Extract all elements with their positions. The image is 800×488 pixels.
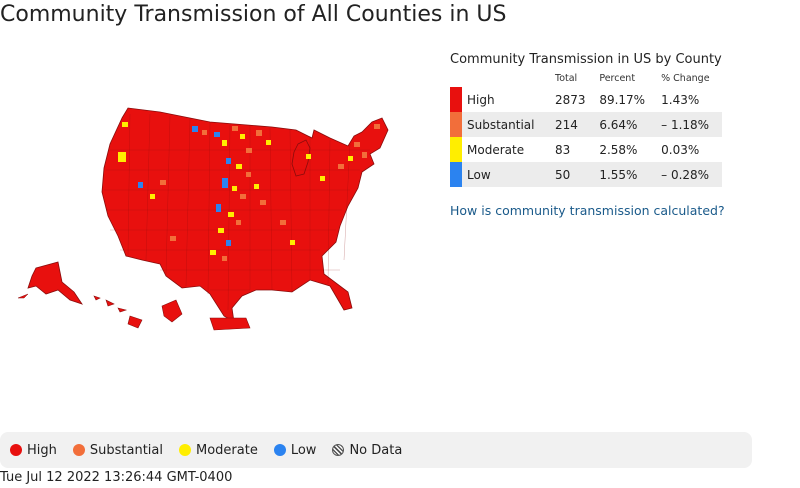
transmission-table: Total Percent % Change High 2873 89.17% … <box>450 71 722 187</box>
col-total: Total <box>555 73 578 84</box>
low-swatch <box>450 162 462 187</box>
puerto-rico[interactable] <box>209 317 251 331</box>
timestamp: Tue Jul 12 2022 13:26:44 GMT-0400 <box>0 470 233 485</box>
low-dot-icon <box>273 444 286 456</box>
transmission-clusters <box>118 122 380 261</box>
alaska[interactable] <box>27 261 83 305</box>
legend-low[interactable]: Low <box>273 443 316 458</box>
table-row-high: High 2873 89.17% 1.43% <box>450 87 722 112</box>
michigan[interactable] <box>291 139 311 177</box>
legend-high[interactable]: High <box>10 443 57 458</box>
contiguous-us[interactable] <box>101 107 389 323</box>
moderate-swatch <box>450 137 462 162</box>
legend-moderate[interactable]: Moderate <box>179 443 258 458</box>
table-row-moderate: Moderate 83 2.58% 0.03% <box>450 137 722 162</box>
transmission-stats-panel: Community Transmission in US by County T… <box>450 52 725 218</box>
moderate-dot-icon <box>179 444 191 456</box>
high-swatch <box>450 87 462 112</box>
high-dot-icon <box>10 444 22 456</box>
hawaii[interactable] <box>93 295 143 329</box>
us-county-map[interactable] <box>10 60 430 360</box>
table-row-substantial: Substantial 214 6.64% – 1.18% <box>450 112 722 137</box>
map-legend: High Substantial Moderate Low No Data <box>0 432 752 468</box>
calculation-info-link[interactable]: How is community transmission calculated… <box>450 203 725 218</box>
stats-title: Community Transmission in US by County <box>450 52 722 67</box>
us-county-map-icon <box>17 107 389 331</box>
col-change: % Change <box>661 73 710 84</box>
legend-no-data[interactable]: No Data <box>332 443 402 458</box>
legend-substantial[interactable]: Substantial <box>72 443 163 458</box>
substantial-dot-icon <box>72 444 85 456</box>
no-data-hatch-icon <box>332 444 345 456</box>
col-percent: Percent <box>599 73 636 84</box>
page-title: Community Transmission of All Counties i… <box>0 2 507 27</box>
table-row-low: Low 50 1.55% – 0.28% <box>450 162 722 187</box>
substantial-swatch <box>450 112 462 137</box>
